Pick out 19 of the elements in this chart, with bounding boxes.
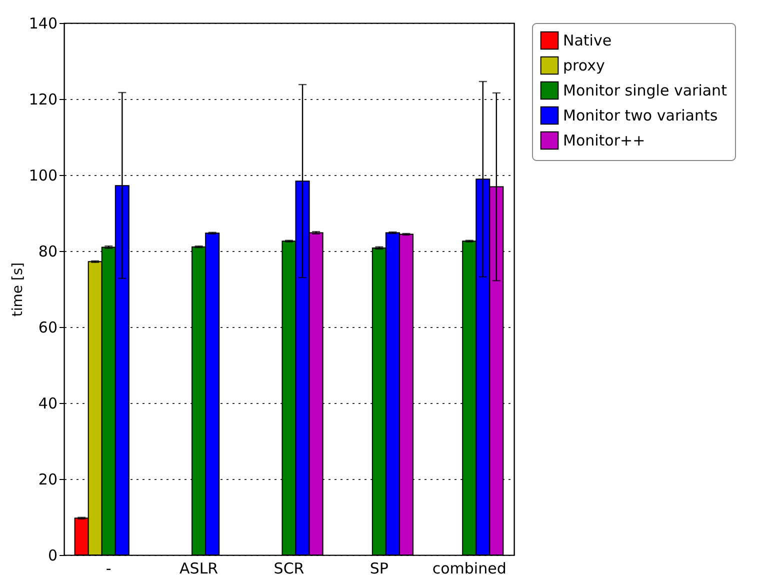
x-tick-label: combined (432, 560, 506, 575)
x-tick-label: - (106, 560, 112, 575)
y-tick-label: 120 (28, 90, 58, 108)
legend-label: Native (563, 32, 612, 50)
legend-label: Monitor single variant (563, 82, 728, 100)
y-tick-label: 80 (38, 242, 58, 260)
y-tick-label: 0 (48, 546, 58, 564)
y-tick-label: 100 (28, 166, 58, 184)
x-tick-label: SP (370, 560, 388, 575)
legend-label: Monitor two variants (563, 106, 718, 124)
legend-label: proxy (563, 56, 605, 74)
y-tick-label: 20 (38, 470, 58, 488)
x-tick-label: ASLR (180, 560, 218, 575)
y-tick-label: 140 (28, 14, 58, 32)
x-tick-label: SCR (274, 560, 304, 575)
y-axis-title: time [s] (10, 262, 26, 317)
legend-label: Monitor++ (563, 132, 646, 150)
y-tick-label: 60 (38, 318, 58, 336)
y-tick-label: 40 (38, 394, 58, 412)
